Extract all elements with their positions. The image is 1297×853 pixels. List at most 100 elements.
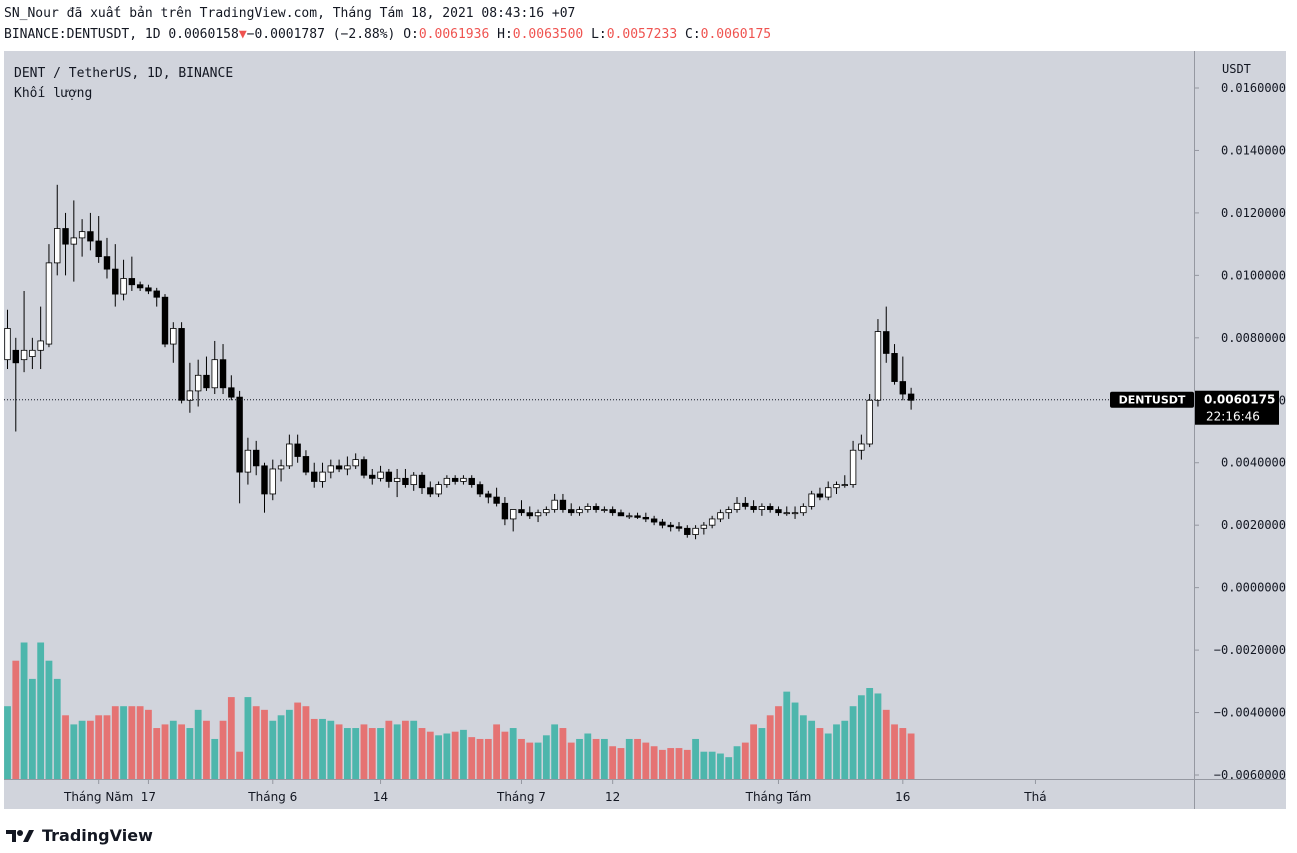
candle-body: [410, 474, 417, 485]
time-tick-label: Tháng Tám: [745, 790, 812, 804]
candle-body: [750, 506, 757, 510]
candle-body: [485, 493, 492, 498]
volume-bar: [451, 731, 459, 779]
candle-body: [352, 459, 359, 467]
volume-bar: [211, 738, 219, 779]
volume-bar: [426, 731, 434, 779]
symbol-legend: DENT / TetherUS, 1D, BINANCE: [14, 66, 233, 81]
candle-body: [327, 465, 335, 473]
price-tick-label: 0.0040000: [1221, 456, 1286, 470]
candle-body: [476, 484, 484, 495]
volume-bar: [302, 706, 310, 779]
candle-body: [20, 349, 28, 361]
volume-bar: [368, 728, 376, 779]
candle-body: [435, 484, 442, 495]
volume-bar: [53, 678, 61, 779]
volume-bar: [567, 742, 575, 779]
close-value: 0.0060175: [700, 27, 772, 42]
candle-body: [460, 477, 467, 482]
candle-body: [269, 468, 276, 495]
volume-bar: [285, 709, 293, 779]
volume-bar: [435, 735, 442, 779]
volume-bar: [327, 720, 335, 779]
candle-body: [717, 512, 724, 520]
volume-bar: [12, 660, 20, 779]
candle-body: [866, 399, 873, 445]
volume-bar: [584, 733, 592, 779]
volume-bar: [899, 728, 907, 779]
volume-bar: [617, 748, 625, 779]
candle-body: [335, 465, 343, 470]
time-tick-label: Tháng Năm: [63, 790, 133, 804]
volume-bar: [667, 748, 675, 779]
time-tick-label: Tháng 7: [496, 790, 546, 804]
volume-bar: [708, 751, 716, 779]
candle-body: [568, 509, 575, 514]
volume-bar: [824, 733, 832, 779]
volume-bar: [252, 706, 260, 779]
volume-bar: [468, 737, 476, 779]
volume-bar: [169, 720, 177, 779]
volume-bar: [4, 706, 11, 779]
candle-body: [219, 359, 227, 389]
candle-body: [659, 521, 666, 526]
candle-body: [509, 509, 517, 520]
volume-bar: [277, 715, 285, 779]
volume-bar: [186, 728, 194, 779]
price-tick-label: 0.0140000: [1221, 143, 1286, 157]
volume-bar: [219, 720, 227, 779]
candle-body: [311, 471, 318, 482]
volume-bar: [816, 728, 824, 779]
candle-body: [54, 228, 61, 264]
chart-plot-area[interactable]: [4, 51, 1194, 779]
candle-body: [103, 256, 111, 270]
volume-bar: [891, 724, 898, 779]
volume-bar: [153, 728, 161, 779]
volume-bar: [609, 746, 617, 779]
candle-body: [742, 502, 749, 507]
candle-body: [244, 449, 252, 473]
candle-body: [360, 459, 368, 476]
candle-body: [576, 509, 583, 514]
tradingview-logo-icon: [6, 829, 34, 842]
symbol-tag-bg: [1110, 391, 1194, 408]
candle-body: [841, 484, 848, 486]
volume-bar: [526, 742, 534, 779]
candle-body: [733, 502, 741, 510]
volume-bar: [576, 738, 583, 779]
volume-bar: [625, 738, 633, 779]
price-axis-unit: USDT: [1222, 62, 1251, 76]
volume-bar: [725, 757, 733, 779]
time-axis-area[interactable]: [4, 779, 1286, 809]
volume-bar: [766, 715, 774, 779]
bar-countdown: 22:16:46: [1206, 410, 1260, 424]
candle-body: [128, 278, 136, 286]
candle-body: [493, 496, 500, 504]
candle-body: [418, 474, 426, 489]
candle-body: [667, 524, 674, 528]
candle-body: [899, 381, 907, 395]
candle-body: [891, 353, 898, 382]
candle-body: [559, 499, 567, 510]
volume-bar: [717, 753, 724, 779]
candle-body: [402, 477, 409, 485]
volume-bar: [849, 706, 857, 779]
candle-body: [758, 506, 766, 510]
candle-body: [675, 526, 683, 529]
candle-body: [551, 499, 558, 510]
candle-body: [907, 393, 915, 401]
volume-bar: [418, 728, 426, 779]
volume-bar: [37, 642, 45, 779]
volume-bar: [683, 749, 691, 779]
volume-bar: [227, 697, 235, 779]
tradingview-logo[interactable]: TradingView: [6, 826, 153, 845]
candle-body: [858, 443, 865, 451]
volume-bar: [443, 733, 451, 779]
candle-body: [385, 471, 393, 482]
volume-bar: [692, 738, 699, 779]
volume-bar: [783, 691, 791, 779]
candle-body: [501, 502, 509, 520]
volume-bar: [559, 728, 567, 779]
candle-body: [650, 518, 658, 523]
